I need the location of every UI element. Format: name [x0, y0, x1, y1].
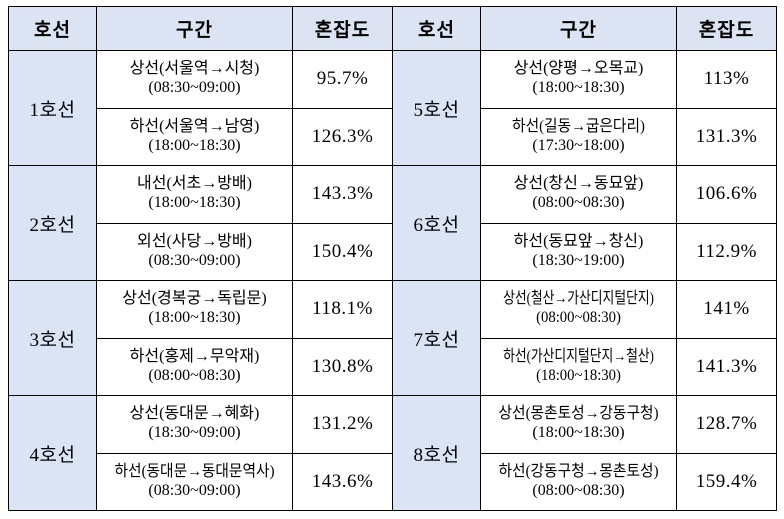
congestion-value: 131.3%: [676, 107, 777, 166]
segment-time: (18:00~18:30): [532, 424, 625, 442]
table-row: 1호선 상선(서울역→시청) (08:30~09:00) 95.7% 5호선 상…: [8, 50, 777, 166]
table-header: 호선 구간 혼잡도 호선 구간 혼잡도: [8, 6, 777, 51]
congestion-value: 143.3%: [292, 165, 393, 224]
segment-name: 외선(사당→방배): [137, 232, 252, 250]
segment-cell: 하선(길동→굽은다리) (17:30~18:00): [480, 107, 677, 166]
table-row: 하선(홍제→무악재) (08:00~08:30) 130.8% 하선(가산디지털…: [9, 337, 777, 396]
header-congestion-right: 혼잡도: [676, 6, 777, 51]
segment-name: 하선(동대문→동대문역사): [114, 462, 275, 480]
line-label-8: 8호선: [392, 395, 481, 511]
table-body: 1호선 상선(서울역→시청) (08:30~09:00) 95.7% 5호선 상…: [8, 50, 777, 511]
segment-time: (18:00~18:30): [536, 366, 621, 384]
header-congestion-left: 혼잡도: [292, 6, 393, 51]
segment-cell: 상선(경복궁→독립문) (18:00~18:30): [96, 280, 293, 339]
congestion-value: 143.6%: [292, 452, 393, 511]
congestion-value: 141%: [676, 280, 777, 339]
segment-time: (08:30~09:00): [148, 481, 241, 499]
segment-time: (08:00~08:30): [532, 194, 625, 212]
segment-cell: 내선(서초→방배) (18:00~18:30): [96, 165, 293, 224]
segment-cell: 외선(사당→방배) (08:30~09:00): [96, 222, 293, 281]
segment-time: (08:30~09:00): [148, 251, 241, 269]
segment-cell: 하선(강동구청→몽촌토성) (08:00~08:30): [480, 452, 677, 511]
segment-time: (18:00~18:30): [148, 309, 241, 327]
segment-name: 하선(동묘앞→창신): [513, 232, 644, 250]
segment-name: 상선(몽촌토성→강동구청): [498, 405, 659, 423]
table-row: 하선(동대문→동대문역사) (08:30~09:00) 143.6% 하선(강동…: [9, 452, 777, 511]
line-label-7: 7호선: [392, 280, 481, 396]
congestion-value: 150.4%: [292, 222, 393, 281]
segment-name: 내선(서초→방배): [137, 175, 252, 193]
header-row: 호선 구간 혼잡도 호선 구간 혼잡도: [8, 6, 777, 51]
segment-time: (18:30~09:00): [148, 424, 241, 442]
header-line-left: 호선: [8, 6, 97, 51]
segment-cell: 하선(서울역→남영) (18:00~18:30): [96, 107, 293, 166]
line-label-1: 1호선: [8, 50, 97, 166]
segment-name: 상선(철산→가산디지털단지): [503, 290, 654, 308]
segment-time: (18:00~18:30): [148, 136, 241, 154]
segment-cell: 상선(창신→동묘앞) (08:00~08:30): [480, 165, 677, 224]
segment-cell: 하선(동묘앞→창신) (18:30~19:00): [480, 222, 677, 281]
segment-cell: 상선(동대문→혜화) (18:30~09:00): [96, 395, 293, 454]
segment-name: 상선(경복궁→독립문): [122, 290, 267, 308]
congestion-value: 95.7%: [292, 50, 393, 109]
segment-name: 하선(강동구청→몽촌토성): [498, 462, 659, 480]
congestion-value: 126.3%: [292, 107, 393, 166]
segment-time: (18:00~18:30): [148, 194, 241, 212]
segment-name: 상선(창신→동묘앞): [513, 175, 644, 193]
segment-cell: 상선(철산→가산디지털단지) (08:00~08:30): [480, 280, 677, 339]
segment-name: 상선(양평→오목교): [513, 60, 644, 78]
line-label-4: 4호선: [8, 395, 97, 511]
congestion-table: 호선 구간 혼잡도 호선 구간 혼잡도 1호선 상선(서울역→시청) (08:3…: [8, 6, 777, 511]
header-line-right: 호선: [392, 6, 481, 51]
segment-name: 상선(서울역→시청): [129, 60, 260, 78]
segment-cell: 상선(양평→오목교) (18:00~18:30): [480, 50, 677, 109]
segment-time: (08:00~08:30): [532, 481, 625, 499]
segment-name: 상선(동대문→혜화): [129, 405, 260, 423]
congestion-value: 131.2%: [292, 395, 393, 454]
segment-name: 하선(홍제→무악재): [129, 347, 260, 365]
segment-time: (08:30~09:00): [148, 79, 241, 97]
table-row: 하선(서울역→남영) (18:00~18:30) 126.3% 하선(길동→굽은…: [9, 107, 777, 166]
segment-cell: 하선(동대문→동대문역사) (08:30~09:00): [96, 452, 293, 511]
table-row: 4호선 상선(동대문→혜화) (18:30~09:00) 131.2% 8호선 …: [8, 395, 777, 511]
table-row: 외선(사당→방배) (08:30~09:00) 150.4% 하선(동묘앞→창신…: [9, 222, 777, 281]
segment-cell: 상선(몽촌토성→강동구청) (18:00~18:30): [480, 395, 677, 454]
header-segment-left: 구간: [96, 6, 293, 51]
congestion-value: 128.7%: [676, 395, 777, 454]
congestion-value: 159.4%: [676, 452, 777, 511]
segment-time: (17:30~18:00): [532, 136, 625, 154]
segment-time: (08:00~08:30): [148, 366, 241, 384]
table-row: 3호선 상선(경복궁→독립문) (18:00~18:30) 118.1% 7호선…: [8, 280, 777, 396]
congestion-value: 141.3%: [676, 337, 777, 396]
segment-time: (18:30~19:00): [532, 251, 625, 269]
segment-cell: 하선(홍제→무악재) (08:00~08:30): [96, 337, 293, 396]
segment-name: 하선(길동→굽은다리): [512, 117, 645, 135]
header-segment-right: 구간: [480, 6, 677, 51]
segment-name: 하선(서울역→남영): [129, 117, 260, 135]
table-row: 2호선 내선(서초→방배) (18:00~18:30) 143.3% 6호선 상…: [8, 165, 777, 281]
line-label-6: 6호선: [392, 165, 481, 281]
line-label-5: 5호선: [392, 50, 481, 166]
segment-name: 하선(가산디지털단지→철산): [503, 347, 654, 365]
line-label-3: 3호선: [8, 280, 97, 396]
segment-cell: 하선(가산디지털단지→철산) (18:00~18:30): [480, 337, 677, 396]
congestion-value: 112.9%: [676, 222, 777, 281]
line-label-2: 2호선: [8, 165, 97, 281]
segment-time: (08:00~08:30): [536, 309, 621, 327]
segment-time: (18:00~18:30): [532, 79, 625, 97]
congestion-value: 106.6%: [676, 165, 777, 224]
congestion-value: 118.1%: [292, 280, 393, 339]
congestion-value: 130.8%: [292, 337, 393, 396]
congestion-value: 113%: [676, 50, 777, 109]
segment-cell: 상선(서울역→시청) (08:30~09:00): [96, 50, 293, 109]
